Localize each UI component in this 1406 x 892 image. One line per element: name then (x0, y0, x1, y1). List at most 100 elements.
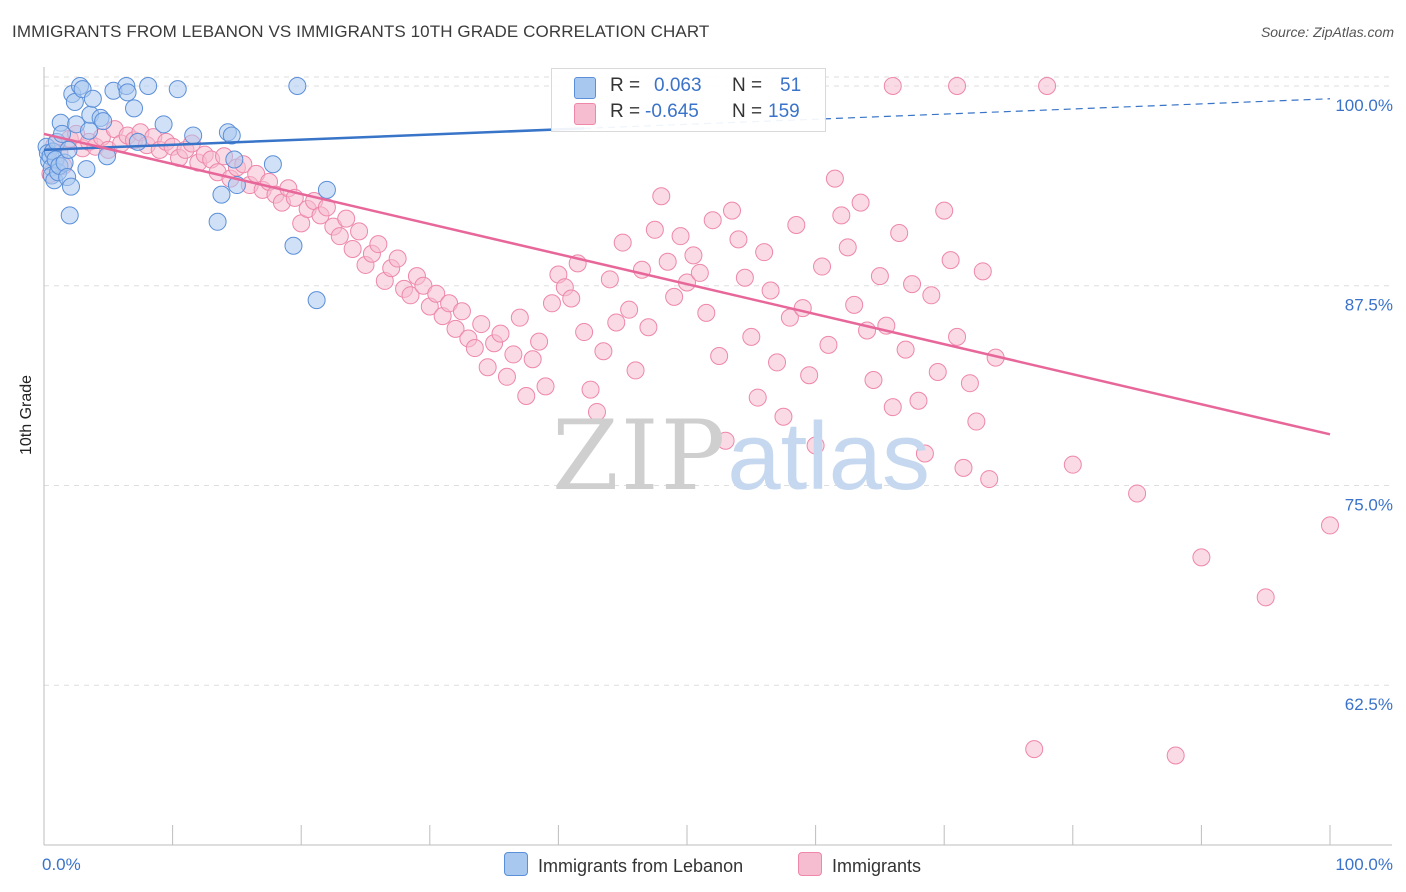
immigrants-point (594, 342, 613, 361)
immigrants-point (542, 294, 561, 313)
immigrants-point (768, 353, 787, 372)
immigrants-point (1256, 588, 1275, 607)
immigrants-point (948, 327, 967, 346)
legend-item-immigrants: Immigrants (798, 852, 921, 877)
immigrants-point (735, 268, 754, 287)
watermark-zip: ZIP (552, 400, 728, 512)
immigrants-point (742, 327, 761, 346)
lebanon-point (263, 155, 282, 174)
immigrants-point (1321, 516, 1339, 535)
lebanon-point (128, 132, 147, 151)
immigrants-point (909, 391, 928, 410)
immigrants-point (504, 345, 523, 364)
immigrants-point (639, 318, 658, 337)
immigrants-point (800, 366, 819, 385)
chart-title: IMMIGRANTS FROM LEBANON VS IMMIGRANTS 10… (12, 22, 710, 41)
immigrants-point (703, 211, 722, 230)
immigrants-point (954, 458, 973, 477)
source-credit: Source: ZipAtlas.com (1260, 24, 1394, 40)
immigrants-point (935, 201, 954, 220)
immigrants-point (870, 267, 889, 286)
lebanon-point (125, 99, 144, 118)
immigrants-point (581, 380, 600, 399)
immigrants-point (948, 76, 967, 95)
immigrants-point (510, 308, 529, 327)
lebanon-point (154, 115, 173, 134)
lebanon-point (212, 185, 231, 204)
immigrants-point (607, 313, 626, 332)
immigrants-point (440, 294, 459, 313)
x-tick-label: 100.0% (1335, 855, 1393, 874)
immigrants-point (832, 206, 851, 225)
immigrants-point (896, 340, 915, 359)
immigrants-point (787, 215, 806, 234)
immigrants-point (562, 289, 581, 308)
immigrants-point (967, 412, 986, 431)
immigrants-point (343, 239, 362, 258)
immigrants-point (497, 367, 516, 386)
immigrants-point (613, 233, 632, 252)
legend-r-label: R = (610, 75, 641, 96)
immigrants-point (491, 324, 510, 343)
watermark-atlas: atlas (727, 403, 930, 510)
immigrants-point (941, 251, 960, 270)
immigrants-point (973, 262, 992, 281)
lebanon-points (37, 76, 336, 310)
y-tick-label: 75.0% (1345, 495, 1393, 514)
lebanon-point (288, 76, 307, 95)
immigrants-point (652, 187, 671, 206)
immigrants-point (710, 347, 729, 366)
legend-n-label: N = (732, 75, 763, 96)
immigrants-point (1128, 484, 1147, 503)
legend-n-value: 159 (768, 101, 800, 122)
lebanon-trend-line (43, 127, 585, 152)
immigrants-point (716, 431, 735, 450)
legend-swatch-pink (798, 852, 822, 876)
lebanon-point (62, 177, 81, 196)
immigrants-point (369, 235, 388, 254)
immigrants-point (838, 238, 857, 257)
immigrants-point (748, 388, 767, 407)
immigrants-point (755, 243, 774, 262)
immigrants-points (41, 76, 1339, 765)
lebanon-point (307, 291, 326, 310)
legend-swatch-pink (574, 103, 596, 125)
legend-row-lebanon: R = 0.063 N = 51 (552, 75, 825, 101)
immigrants-point (1063, 455, 1082, 474)
immigrants-point (928, 363, 947, 382)
lebanon-point (77, 160, 96, 179)
immigrants-point (690, 263, 709, 282)
trend-lines (43, 98, 1331, 436)
y-tick-label: 87.5% (1345, 296, 1393, 315)
immigrants-point (472, 315, 491, 334)
immigrants-point (915, 444, 934, 463)
legend-n-value: 51 (780, 75, 802, 96)
immigrants-point (806, 436, 825, 455)
legend-r-value: 0.063 (654, 75, 702, 96)
immigrants-point (819, 335, 838, 354)
immigrants-point (883, 398, 902, 417)
lebanon-point (118, 83, 137, 102)
immigrants-point (350, 222, 369, 241)
immigrants-point (723, 201, 742, 220)
immigrants-point (452, 302, 471, 321)
immigrants-trend-line (43, 132, 1331, 436)
lebanon-point (284, 236, 303, 255)
immigrants-point (600, 270, 619, 289)
lebanon-point (184, 126, 203, 145)
immigrants-point (414, 276, 433, 295)
lebanon-point (139, 76, 158, 95)
immigrants-point (658, 252, 677, 271)
immigrants-point (813, 257, 832, 276)
immigrants-point (401, 286, 420, 305)
immigrants-point (446, 319, 465, 338)
immigrants-point (903, 275, 922, 294)
x-tick-label: 0.0% (42, 855, 81, 874)
y-tick-label: 100.0% (1335, 96, 1393, 115)
immigrants-point (761, 281, 780, 300)
legend-label-immigrants: Immigrants (832, 856, 922, 876)
immigrants-point (620, 300, 639, 319)
immigrants-point (665, 287, 684, 306)
immigrants-point (337, 209, 356, 228)
lebanon-point (222, 126, 241, 145)
